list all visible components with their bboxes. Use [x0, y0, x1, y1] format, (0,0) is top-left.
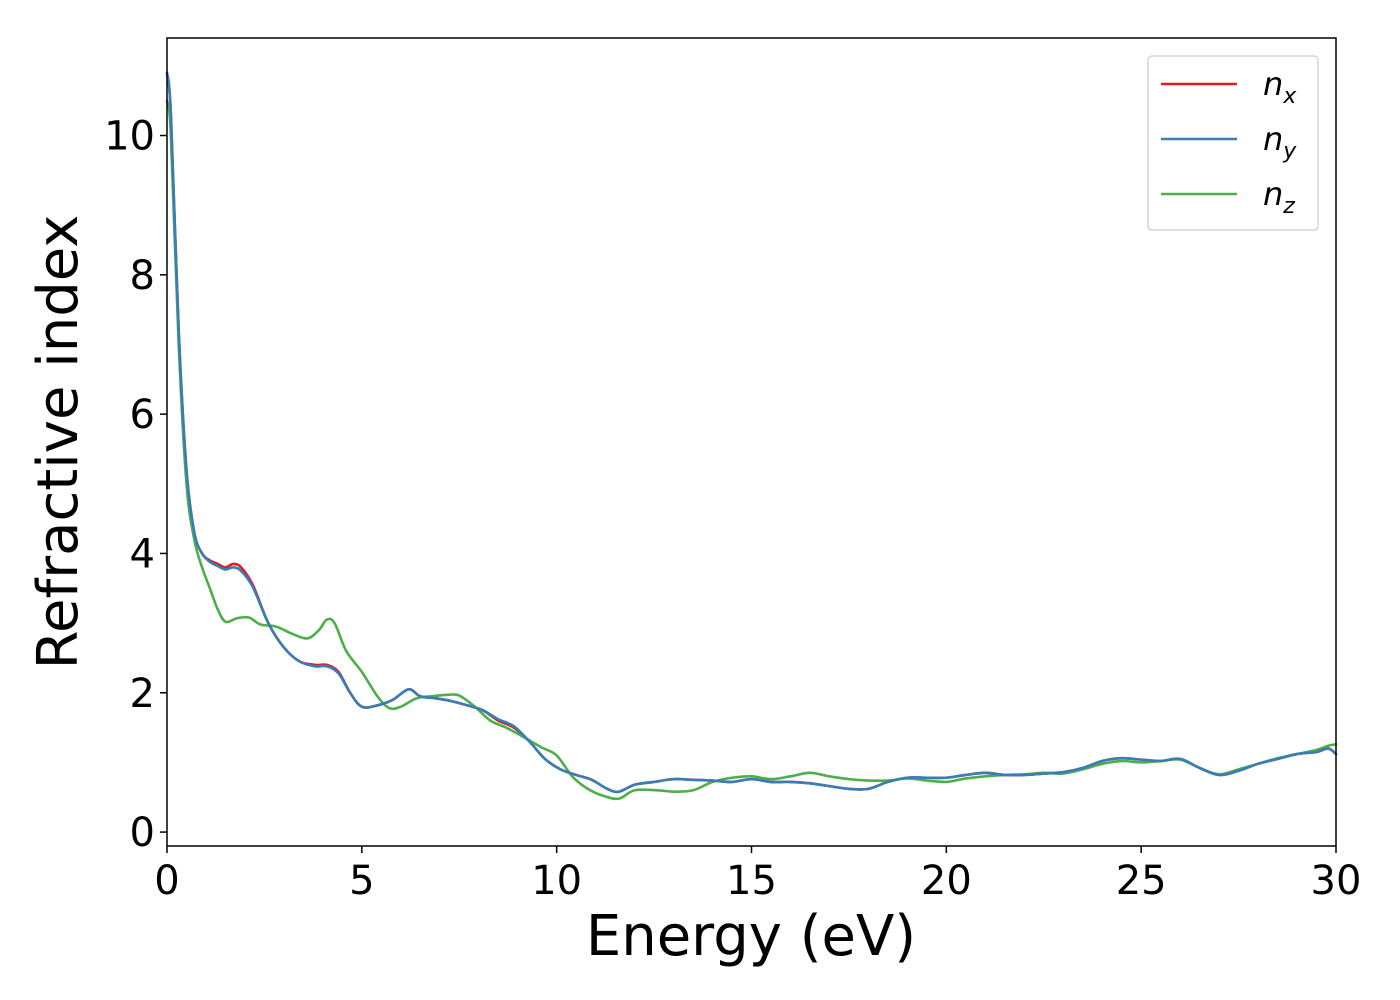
- x-tick-label: 20: [921, 858, 972, 904]
- legend-label-n-y: ny: [1263, 120, 1297, 164]
- x-axis-label: Energy (eV): [586, 904, 916, 969]
- series-line-n-z: [165, 99, 1338, 801]
- y-tick-label: 6: [130, 392, 155, 438]
- x-tick-label: 5: [349, 858, 374, 904]
- series-line-n-y: [165, 71, 1338, 794]
- series-layer: [165, 71, 1338, 801]
- x-tick-label: 15: [726, 858, 777, 904]
- legend-label-sub: x: [1282, 84, 1297, 109]
- x-axis-ticks: 0 5 10 15 20 25 30: [154, 846, 1361, 904]
- legend-label-main: n: [1263, 175, 1283, 213]
- y-tick-label: 4: [130, 531, 155, 577]
- legend-frame: [1147, 55, 1319, 231]
- y-axis-ticks: 0 2 4 6 8 10: [104, 114, 167, 856]
- y-tick-label: 8: [130, 253, 155, 299]
- x-tick-label: 0: [154, 858, 179, 904]
- y-tick-label: 0: [130, 810, 155, 856]
- x-tick-label: 10: [531, 858, 582, 904]
- legend-label-n-x: nx: [1263, 65, 1297, 109]
- x-tick-label: 30: [1311, 858, 1362, 904]
- legend-label-sub: z: [1282, 194, 1295, 219]
- legend-label-n-z: nz: [1263, 175, 1295, 219]
- y-tick-label: 10: [104, 114, 155, 160]
- y-axis-label: Refractive index: [26, 215, 91, 670]
- y-tick-label: 2: [130, 671, 155, 717]
- x-tick-label: 25: [1116, 858, 1167, 904]
- legend-label-sub: y: [1282, 139, 1297, 164]
- legend-label-main: n: [1263, 65, 1283, 103]
- legend-label-main: n: [1263, 120, 1283, 158]
